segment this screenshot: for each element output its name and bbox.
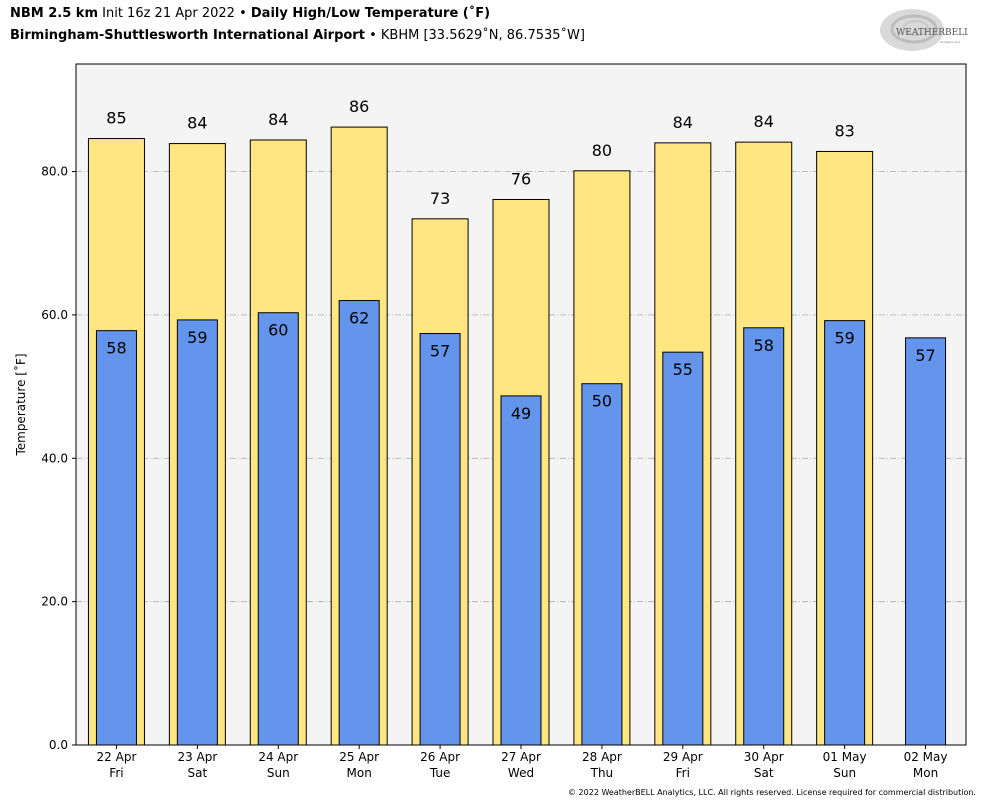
x-tick-day-label: Fri — [109, 766, 123, 780]
high-temp-label: 80 — [592, 141, 612, 160]
low-temp-label: 50 — [592, 392, 612, 411]
x-axis: 22 Apr Fri 23 Apr Sat 24 Apr Sun 25 Apr Mon 26 A… — [97, 745, 948, 780]
low-temp-bar — [419, 333, 461, 746]
low-temp-bar — [338, 300, 380, 746]
low-temp-label: 58 — [106, 339, 126, 358]
logo-subtext: Analytics LLC — [940, 40, 960, 44]
y-tick-label: 20.0 — [41, 595, 68, 609]
low-temp-label: 57 — [430, 342, 450, 361]
y-tick-label: 0.0 — [49, 738, 68, 752]
low-temp-bar — [662, 351, 704, 746]
low-temp-bar — [581, 383, 623, 746]
logo-swirl-core — [903, 20, 929, 36]
low-temp-label: 60 — [268, 321, 288, 340]
low-temp-bar — [176, 319, 218, 746]
weatherbell-logo: WEATHERBELL Analytics LLC — [880, 9, 968, 51]
data-labels: 85 58 84 59 84 60 86 62 73 57 76 49 80 50 84 55 84 58 83 59… — [106, 97, 935, 423]
x-tick-day-label: Mon — [347, 766, 372, 780]
logo-text: WEATHERBELL — [896, 28, 968, 38]
y-axis-label: Temperature [˚F] — [13, 353, 28, 456]
low-temp-label: 62 — [349, 309, 369, 328]
y-tick-label: 40.0 — [41, 451, 68, 465]
bars — [87, 126, 947, 746]
x-tick-label: 02 May — [904, 750, 948, 764]
x-tick-day-label: Fri — [676, 766, 690, 780]
low-temp-bar — [95, 330, 137, 746]
x-tick-label: 23 Apr — [177, 750, 217, 764]
y-tick-label: 80.0 — [41, 165, 68, 179]
low-temp-bar — [257, 312, 299, 746]
x-tick-day-label: Sat — [188, 766, 208, 780]
low-temp-label: 49 — [511, 404, 531, 423]
title-line-1: NBM 2.5 km Init 16z 21 Apr 2022 • Daily … — [10, 6, 490, 21]
x-tick-label: 26 Apr — [420, 750, 460, 764]
y-axis: 0.0 20.0 40.0 60.0 80.0 — [41, 165, 76, 752]
logo-swirl-ring — [890, 14, 938, 44]
low-temp-label: 55 — [673, 360, 693, 379]
copyright-footer: © 2022 WeatherBELL Analytics, LLC. All r… — [568, 788, 976, 797]
x-tick-day-label: Sun — [833, 766, 856, 780]
title-line-2: Birmingham-Shuttlesworth International A… — [10, 28, 585, 43]
product-title: Daily High/Low Temperature (˚F) — [250, 6, 491, 21]
high-temp-label: 84 — [754, 112, 774, 131]
high-temp-label: 76 — [511, 169, 531, 188]
x-tick-day-label: Wed — [508, 766, 534, 780]
high-temp-label: 73 — [430, 189, 450, 208]
x-tick-day-label: Mon — [913, 766, 938, 780]
high-temp-label: 85 — [106, 109, 126, 128]
low-temp-bar — [905, 337, 947, 746]
high-temp-label: 86 — [349, 97, 369, 116]
separator: • — [239, 6, 247, 21]
low-temp-label: 57 — [915, 346, 935, 365]
x-tick-day-label: Tue — [429, 766, 451, 780]
x-tick-label: 30 Apr — [744, 750, 784, 764]
station-name: Birmingham-Shuttlesworth International A… — [10, 28, 365, 43]
x-tick-label: 22 Apr — [97, 750, 137, 764]
x-tick-label: 25 Apr — [339, 750, 379, 764]
x-tick-label: 24 Apr — [258, 750, 298, 764]
low-temp-bar — [743, 327, 785, 746]
low-temp-label: 59 — [834, 329, 854, 348]
x-tick-label: 28 Apr — [582, 750, 622, 764]
high-temp-label: 84 — [268, 110, 288, 129]
separator: • — [369, 28, 377, 43]
x-tick-day-label: Thu — [590, 766, 614, 780]
high-temp-label: 84 — [187, 114, 207, 133]
low-temp-bar — [824, 320, 866, 746]
x-tick-day-label: Sat — [754, 766, 774, 780]
x-tick-label: 01 May — [823, 750, 867, 764]
model-name: NBM 2.5 km — [10, 6, 98, 21]
high-temp-label: 83 — [834, 121, 854, 140]
x-tick-day-label: Sun — [267, 766, 290, 780]
x-tick-label: 29 Apr — [663, 750, 703, 764]
low-temp-bar — [500, 395, 542, 746]
x-tick-label: 27 Apr — [501, 750, 541, 764]
low-temp-label: 58 — [754, 336, 774, 355]
low-temp-label: 59 — [187, 328, 207, 347]
station-info: KBHM [33.5629˚N, 86.7535˚W] — [380, 28, 585, 43]
init-time: Init 16z 21 Apr 2022 — [102, 6, 235, 21]
high-temp-label: 84 — [673, 113, 693, 132]
y-tick-label: 60.0 — [41, 308, 68, 322]
